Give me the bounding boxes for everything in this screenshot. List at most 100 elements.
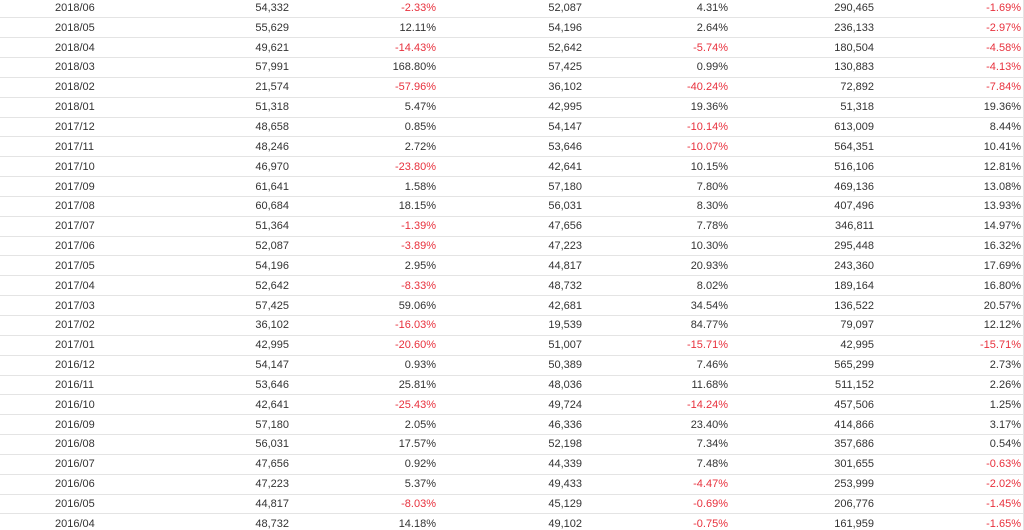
cell-period: 2017/10 xyxy=(0,156,150,178)
cell-change-b: 7.78% xyxy=(585,216,731,237)
cell-change-cumulative: 17.69% xyxy=(877,255,1024,277)
cell-change-a: 0.85% xyxy=(292,117,439,138)
cell-cumulative: 79,097 xyxy=(731,315,877,336)
cell-change-cumulative: 16.80% xyxy=(877,275,1024,297)
cell-change-cumulative: 16.32% xyxy=(877,236,1024,257)
cell-value-b: 19,539 xyxy=(439,315,585,336)
cell-value-b: 47,223 xyxy=(439,236,585,257)
cell-change-a: 168.80% xyxy=(292,57,439,78)
cell-value-b: 42,681 xyxy=(439,295,585,316)
cell-change-cumulative: -1.65% xyxy=(877,513,1024,530)
cell-value-a: 47,223 xyxy=(150,474,292,495)
cell-cumulative: 457,506 xyxy=(731,394,877,416)
cell-change-a: -8.33% xyxy=(292,275,439,297)
cell-cumulative: 511,152 xyxy=(731,375,877,396)
table-row: 2016/06 47,223 5.37% 49,433 -4.47% 253,999 -2.… xyxy=(0,474,1024,495)
cell-value-a: 61,641 xyxy=(150,176,292,197)
cell-change-cumulative: 8.44% xyxy=(877,117,1024,138)
cell-cumulative: 253,999 xyxy=(731,474,877,495)
table-row: 2016/10 42,641 -25.43% 49,724 -14.24% 457,506… xyxy=(0,394,1024,416)
cell-value-a: 54,196 xyxy=(150,255,292,277)
cell-cumulative: 414,866 xyxy=(731,414,877,436)
cell-value-b: 46,336 xyxy=(439,414,585,436)
cell-change-b: 7.80% xyxy=(585,176,731,197)
cell-change-b: -0.69% xyxy=(585,494,731,515)
cell-change-a: -1.39% xyxy=(292,216,439,237)
cell-change-cumulative: 13.93% xyxy=(877,196,1024,217)
cell-cumulative: 206,776 xyxy=(731,494,877,515)
cell-value-b: 42,641 xyxy=(439,156,585,178)
cell-value-a: 36,102 xyxy=(150,315,292,336)
table-row: 2016/07 47,656 0.92% 44,339 7.48% 301,655 -0.6… xyxy=(0,454,1024,475)
cell-change-b: 8.02% xyxy=(585,275,731,297)
cell-change-a: -20.60% xyxy=(292,335,439,356)
cell-value-a: 21,574 xyxy=(150,77,292,98)
cell-change-cumulative: 2.26% xyxy=(877,375,1024,396)
cell-value-b: 45,129 xyxy=(439,494,585,515)
cell-period: 2016/08 xyxy=(0,434,150,455)
cell-change-b: 34.54% xyxy=(585,295,731,316)
cell-value-a: 48,658 xyxy=(150,117,292,138)
cell-change-b: 4.31% xyxy=(585,0,731,19)
table-row: 2018/05 55,629 12.11% 54,196 2.64% 236,133 -2.… xyxy=(0,17,1024,39)
cell-value-a: 57,991 xyxy=(150,57,292,78)
cell-period: 2018/06 xyxy=(0,0,150,19)
cell-change-cumulative: 3.17% xyxy=(877,414,1024,436)
cell-change-cumulative: 0.54% xyxy=(877,434,1024,455)
table-row: 2016/08 56,031 17.57% 52,198 7.34% 357,686 0.5… xyxy=(0,434,1024,455)
cell-change-b: 0.99% xyxy=(585,57,731,78)
cell-period: 2018/02 xyxy=(0,77,150,98)
cell-change-b: -40.24% xyxy=(585,77,731,98)
cell-cumulative: 72,892 xyxy=(731,77,877,98)
cell-change-cumulative: 20.57% xyxy=(877,295,1024,316)
cell-period: 2016/09 xyxy=(0,414,150,436)
cell-period: 2017/01 xyxy=(0,335,150,356)
cell-period: 2017/06 xyxy=(0,236,150,257)
cell-period: 2017/09 xyxy=(0,176,150,197)
cell-value-b: 50,389 xyxy=(439,355,585,376)
cell-value-a: 53,646 xyxy=(150,375,292,396)
table-row: 2018/03 57,991 168.80% 57,425 0.99% 130,883 -4… xyxy=(0,57,1024,78)
cell-change-b: 23.40% xyxy=(585,414,731,436)
cell-cumulative: 301,655 xyxy=(731,454,877,475)
cell-change-cumulative: 14.97% xyxy=(877,216,1024,237)
cell-value-a: 57,180 xyxy=(150,414,292,436)
cell-period: 2018/05 xyxy=(0,17,150,39)
cell-value-a: 42,641 xyxy=(150,394,292,416)
cell-period: 2016/06 xyxy=(0,474,150,495)
cell-change-a: 25.81% xyxy=(292,375,439,396)
cell-value-b: 49,102 xyxy=(439,513,585,530)
cell-cumulative: 136,522 xyxy=(731,295,877,316)
cell-period: 2017/08 xyxy=(0,196,150,217)
table-row: 2017/08 60,684 18.15% 56,031 8.30% 407,496 13.… xyxy=(0,196,1024,217)
cell-cumulative: 290,465 xyxy=(731,0,877,19)
cell-change-a: 2.05% xyxy=(292,414,439,436)
table-row: 2018/01 51,318 5.47% 42,995 19.36% 51,318 19.3… xyxy=(0,97,1024,118)
cell-value-a: 56,031 xyxy=(150,434,292,455)
table-row: 2018/04 49,621 -14.43% 52,642 -5.74% 180,504-… xyxy=(0,37,1024,59)
cell-change-b: -10.07% xyxy=(585,136,731,158)
cell-change-b: 11.68% xyxy=(585,375,731,396)
cell-period: 2017/12 xyxy=(0,117,150,138)
cell-change-cumulative: -2.02% xyxy=(877,474,1024,495)
table-row: 2017/03 57,425 59.06% 42,681 34.54% 136,522 20… xyxy=(0,295,1024,316)
cell-period: 2016/05 xyxy=(0,494,150,515)
cell-period: 2016/10 xyxy=(0,394,150,416)
cell-cumulative: 295,448 xyxy=(731,236,877,257)
cell-change-a: 14.18% xyxy=(292,513,439,530)
cell-period: 2018/04 xyxy=(0,37,150,59)
cell-value-b: 54,147 xyxy=(439,117,585,138)
cell-change-a: -57.96% xyxy=(292,77,439,98)
cell-change-cumulative: -2.97% xyxy=(877,17,1024,39)
cell-value-b: 49,433 xyxy=(439,474,585,495)
table-row: 2017/05 54,196 2.95% 44,817 20.93% 243,360 17.… xyxy=(0,255,1024,277)
cell-change-b: -4.47% xyxy=(585,474,731,495)
table-row: 2016/12 54,147 0.93% 50,389 7.46% 565,299 2.73… xyxy=(0,355,1024,376)
cell-cumulative: 243,360 xyxy=(731,255,877,277)
cell-period: 2017/05 xyxy=(0,255,150,277)
cell-period: 2017/11 xyxy=(0,136,150,158)
cell-value-b: 56,031 xyxy=(439,196,585,217)
cell-cumulative: 130,883 xyxy=(731,57,877,78)
cell-change-a: 18.15% xyxy=(292,196,439,217)
cell-value-b: 51,007 xyxy=(439,335,585,356)
